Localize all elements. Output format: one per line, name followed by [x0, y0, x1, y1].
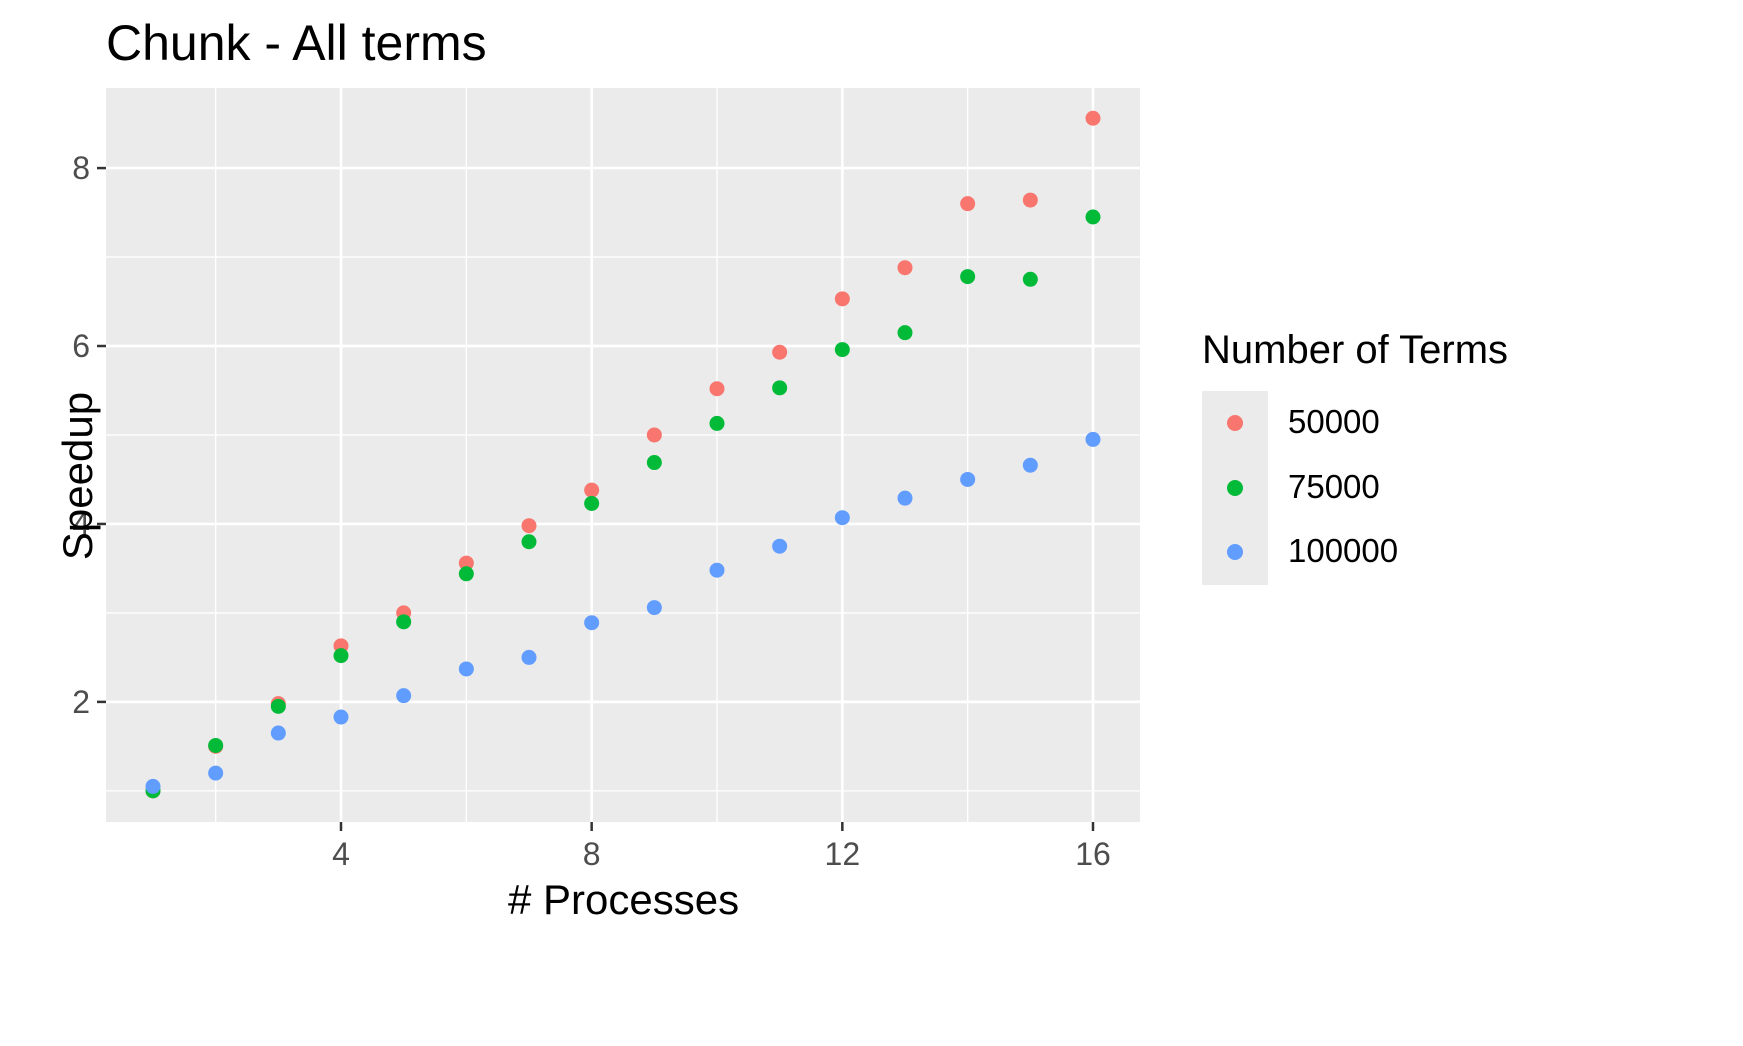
x-tick-label: 16 [1075, 836, 1111, 872]
data-point-100000 [960, 471, 976, 487]
data-point-100000 [584, 615, 600, 631]
legend: Number of Terms 50000 75000 100000 [1202, 328, 1508, 585]
data-point-75000 [960, 269, 976, 285]
data-point-75000 [208, 737, 224, 753]
legend-label: 100000 [1288, 532, 1399, 569]
y-tick-label: 4 [72, 506, 90, 542]
y-tick-label: 6 [72, 328, 90, 364]
data-point-75000 [333, 648, 349, 664]
data-point-75000 [897, 325, 913, 341]
data-point-100000 [396, 688, 412, 704]
data-point-75000 [521, 534, 537, 550]
data-point-50000 [521, 518, 537, 534]
data-point-100000 [772, 538, 788, 554]
data-point-100000 [834, 510, 850, 526]
data-point-50000 [584, 482, 600, 498]
legend-swatch [1227, 479, 1243, 496]
data-point-75000 [458, 566, 474, 582]
data-point-100000 [646, 600, 662, 616]
x-tick-label: 8 [583, 836, 601, 872]
x-tick-label: 12 [825, 836, 861, 872]
legend-title: Number of Terms [1202, 328, 1509, 372]
data-point-75000 [709, 415, 725, 431]
legend-swatch [1227, 544, 1243, 560]
data-point-75000 [646, 455, 662, 471]
chart-title: Chunk - All terms [106, 15, 487, 71]
legend-swatch [1227, 415, 1243, 431]
plot-panel [106, 88, 1140, 822]
legend-label: 75000 [1288, 467, 1380, 505]
y-tick-label: 8 [72, 150, 90, 186]
data-point-100000 [1022, 457, 1038, 473]
legend-item-50000: 50000 [1202, 391, 1380, 456]
data-point-50000 [1022, 192, 1038, 208]
data-point-100000 [897, 490, 913, 506]
legend-item-100000: 100000 [1202, 520, 1398, 585]
data-point-75000 [584, 495, 600, 511]
data-point-50000 [458, 555, 474, 571]
legend-item-75000: 75000 [1202, 456, 1380, 521]
data-point-75000 [396, 614, 412, 630]
legend-label: 50000 [1288, 403, 1380, 440]
data-point-50000 [772, 344, 788, 360]
data-point-50000 [897, 260, 913, 276]
y-tick-label: 2 [72, 684, 90, 720]
data-point-100000 [333, 709, 349, 725]
data-point-100000 [145, 778, 161, 794]
data-point-75000 [1085, 209, 1101, 225]
data-point-75000 [772, 380, 788, 396]
data-point-100000 [270, 725, 286, 741]
data-point-50000 [960, 196, 976, 212]
data-point-100000 [521, 649, 537, 665]
data-point-50000 [1085, 110, 1101, 126]
x-axis-title: # Processes [508, 876, 740, 923]
data-point-100000 [458, 661, 474, 677]
data-point-100000 [1085, 431, 1101, 447]
x-tick-label: 4 [332, 836, 350, 872]
data-point-75000 [834, 342, 850, 358]
data-point-50000 [834, 291, 850, 307]
data-point-50000 [646, 427, 662, 443]
y-axis-title: Speedup [54, 391, 101, 561]
data-point-100000 [709, 562, 725, 578]
legend-keys: 50000 75000 100000 [1202, 391, 1398, 585]
data-point-100000 [208, 765, 224, 781]
data-point-75000 [270, 698, 286, 714]
data-point-50000 [709, 381, 725, 397]
data-point-75000 [1022, 271, 1038, 287]
